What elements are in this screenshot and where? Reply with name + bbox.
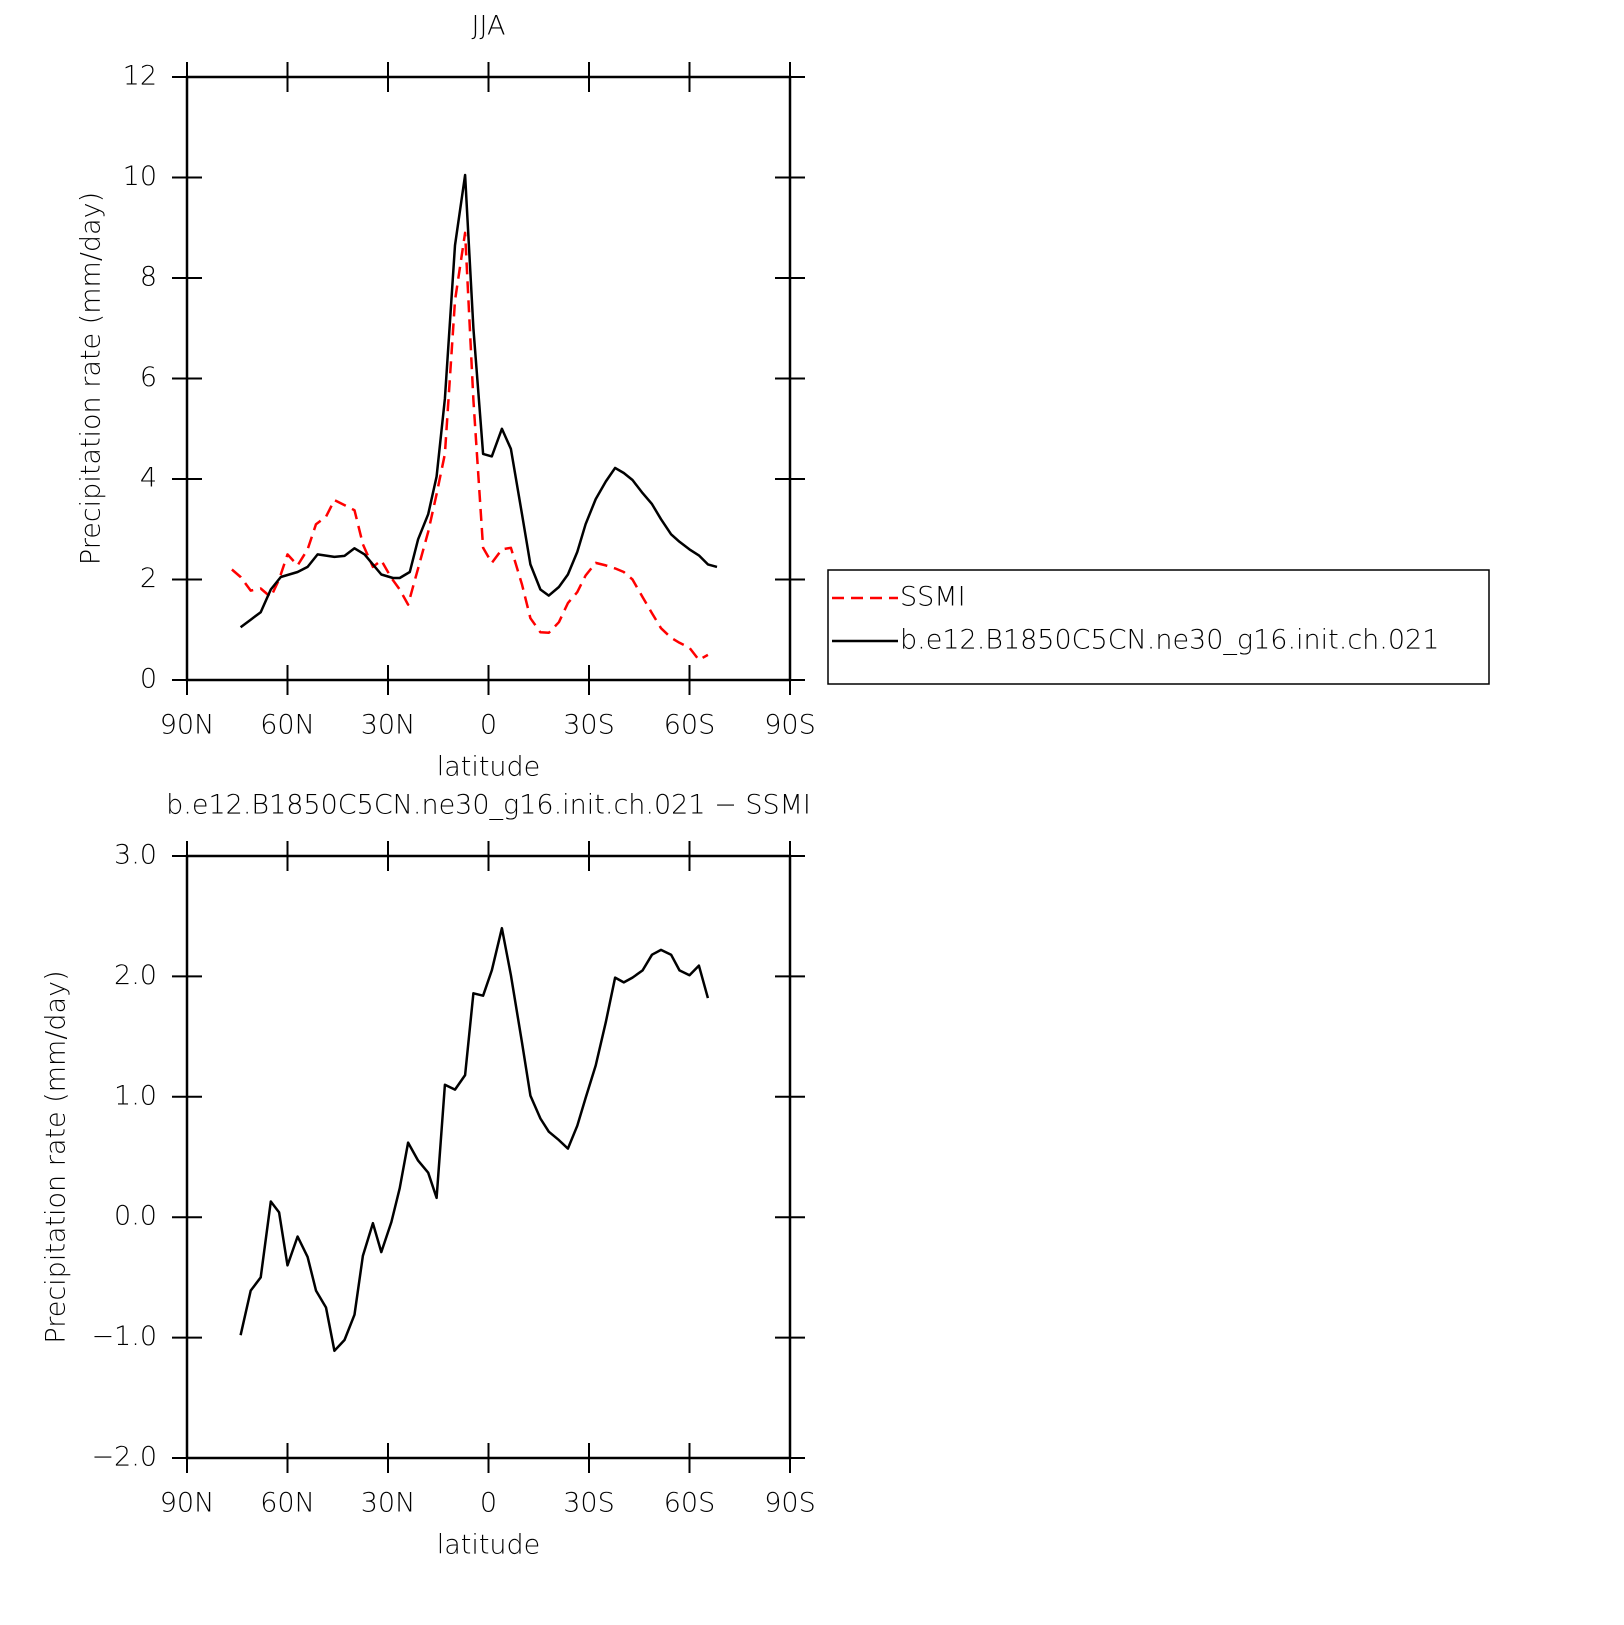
y-tick-label: 2.0 — [114, 960, 157, 991]
x-tick-label: 30S — [563, 710, 615, 741]
y-tick-label: 6 — [140, 362, 157, 393]
x-tick-label: 60N — [260, 1488, 315, 1519]
legend-label: SSMI — [900, 582, 966, 613]
y-tick-label: 8 — [140, 262, 157, 293]
y-tick-label: 0.0 — [114, 1201, 157, 1232]
x-tick-label: 90N — [160, 1488, 215, 1519]
plot-frame — [185, 854, 792, 1460]
x-tick-label: 90S — [764, 710, 816, 741]
y-tick-label: −2.0 — [91, 1442, 157, 1473]
y-tick-label: 12 — [123, 61, 157, 92]
y-tick-label: 0 — [140, 664, 157, 695]
y-axis-label: Precipitation rate (mm/day) — [41, 970, 72, 1343]
line-series — [239, 926, 710, 1353]
y-tick-label: 2 — [140, 563, 157, 594]
x-tick-label: 60S — [664, 710, 716, 741]
x-tick-label: 90N — [160, 710, 215, 741]
legend-box — [827, 569, 1490, 685]
y-tick-label: 1.0 — [114, 1080, 157, 1111]
chart-title: JJA — [472, 11, 506, 42]
line-series — [239, 173, 718, 629]
x-tick-label: 0 — [480, 1488, 497, 1519]
y-axis-label: Precipitation rate (mm/day) — [76, 192, 107, 565]
x-tick-label: 30N — [361, 1488, 416, 1519]
y-tick-label: 4 — [140, 463, 157, 494]
x-tick-label: 60S — [664, 1488, 716, 1519]
line-series — [231, 231, 709, 662]
x-axis-label: latitude — [437, 1530, 541, 1561]
x-axis-label: latitude — [437, 752, 541, 783]
y-tick-label: 3.0 — [114, 840, 157, 871]
x-tick-label: 90S — [764, 1488, 816, 1519]
chart-title: b.e12.B1850C5CN.ne30_g16.init.ch.021 − S… — [166, 790, 811, 821]
plot-frame — [185, 75, 792, 682]
legend-label: b.e12.B1850C5CN.ne30_g16.init.ch.021 — [900, 625, 1439, 656]
y-tick-label: 10 — [123, 161, 157, 192]
x-tick-label: 30N — [361, 710, 416, 741]
x-tick-label: 60N — [260, 710, 315, 741]
y-tick-label: −1.0 — [91, 1321, 157, 1352]
x-tick-label: 0 — [480, 710, 497, 741]
x-tick-label: 30S — [563, 1488, 615, 1519]
